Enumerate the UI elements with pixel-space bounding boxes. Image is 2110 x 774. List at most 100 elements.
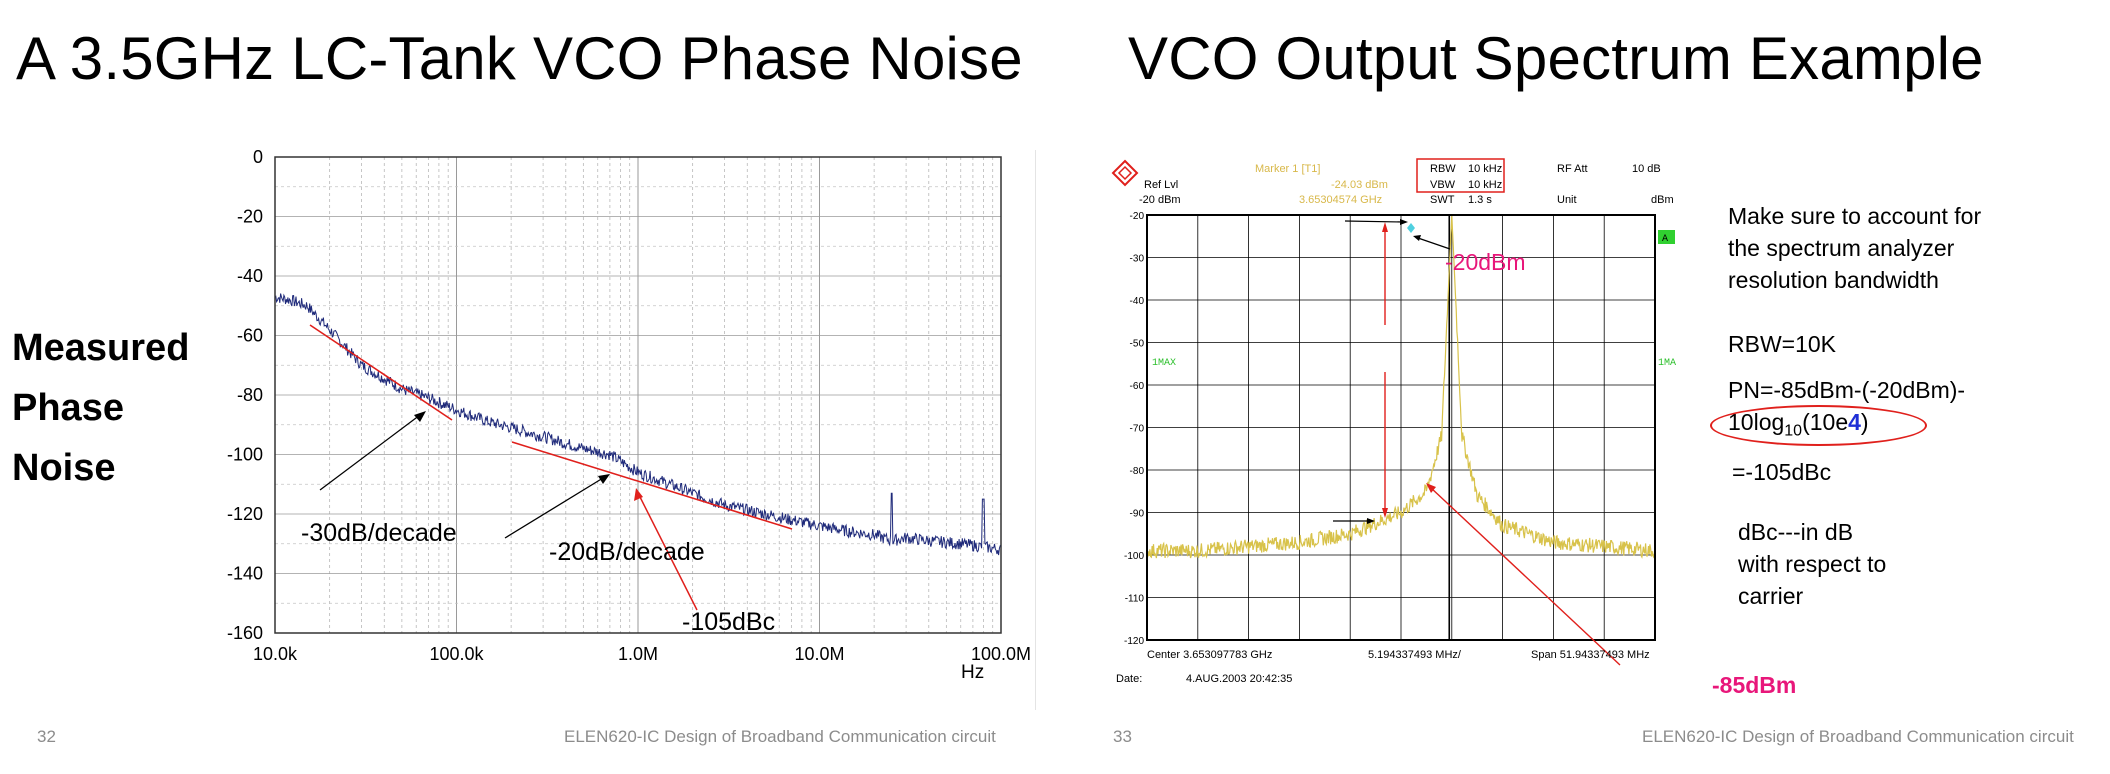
- x-tick-label: 100.0M: [971, 644, 1031, 664]
- spectrum-trace: [1146, 214, 1656, 559]
- left-slide-number: 32: [37, 727, 56, 746]
- annotation-105dbc: -105dBc: [682, 608, 775, 636]
- spectrum-plot-frame: [1146, 214, 1656, 641]
- dbc-line-1: dBc---in dB: [1738, 519, 1854, 545]
- y-tick-label: -20: [1130, 211, 1145, 222]
- y-tick-label: -40: [1130, 296, 1145, 307]
- side-label-line-3: Noise: [12, 447, 116, 489]
- x-axis-label: Hz: [961, 662, 984, 683]
- swt-label: SWT: [1430, 194, 1455, 206]
- slope-line-30db: [309, 324, 453, 421]
- trace-tag: A: [1662, 234, 1668, 245]
- rbw-label: RBW: [1430, 163, 1456, 175]
- y-tick-label: -160: [227, 623, 263, 643]
- y-tick-label: -120: [227, 504, 263, 524]
- phase-noise-trace: [274, 293, 1002, 556]
- x-tick-label: 1.0M: [618, 644, 658, 664]
- right-slide-title: VCO Output Spectrum Example: [1128, 25, 1984, 92]
- dbc-line-2: with respect to: [1738, 551, 1887, 577]
- y-tick-label: -40: [237, 266, 263, 286]
- sideband-annotation-arrow: [1429, 486, 1621, 666]
- phase-noise-plot-frame: [274, 156, 1002, 634]
- y-tick-label: -50: [1130, 339, 1145, 350]
- right-slide-number: 33: [1113, 727, 1132, 746]
- arrow-30db: [319, 414, 421, 491]
- left-slide-title: A 3.5GHz LC-Tank VCO Phase Noise: [16, 25, 1023, 92]
- pn-highlight-ellipse: [1710, 405, 1927, 446]
- note-line-2: the spectrum analyzer: [1728, 235, 1955, 261]
- note-result: =-105dBc: [1732, 459, 1832, 485]
- peak-level-arrow: [1344, 220, 1404, 223]
- vbw-value: 10 kHz: [1468, 179, 1502, 191]
- sideband-level-arrow-head: [1367, 518, 1375, 524]
- y-tick-label: -120: [1124, 636, 1144, 647]
- date-label: Date:: [1116, 673, 1142, 685]
- arrow-105dbc: [638, 494, 698, 611]
- side-label-line-1: Measured: [12, 327, 190, 369]
- rf-att-value: 10 dB: [1632, 163, 1661, 175]
- marker-frequency: 3.65304574 GHz: [1299, 194, 1382, 206]
- annotation-20db-decade: -20dB/decade: [549, 538, 705, 566]
- note-line-3: resolution bandwidth: [1728, 267, 1939, 293]
- right-slide-footer: ELEN620-IC Design of Broadband Communica…: [1642, 727, 2074, 746]
- annotation-peak-level: -20dBm: [1445, 249, 1526, 275]
- y-tick-label: -60: [1130, 381, 1145, 392]
- x-tick-label: 100.0k: [429, 644, 484, 664]
- level-difference-upper-head: [1382, 222, 1388, 232]
- annotation-sideband-level: -85dBm: [1712, 672, 1797, 698]
- spectrum-grid: [1147, 215, 1655, 640]
- arrow-105dbc-head: [634, 488, 643, 501]
- y-tick-label: -20: [237, 207, 263, 227]
- peak-annotation-arrow-head: [1413, 235, 1421, 241]
- ref-level-value: -20 dBm: [1139, 194, 1181, 206]
- spectrum-series-line: [1146, 214, 1656, 559]
- unit-value: dBm: [1651, 194, 1674, 206]
- phase-noise-chart: 0 -20 -40 -60 -80 -100 -120 -140 -160 10.0k 100.0…: [227, 147, 1031, 683]
- left-slide-footer: ELEN620-IC Design of Broadband Communica…: [564, 727, 996, 746]
- analyzer-logo-icon: [1111, 159, 1139, 187]
- x-tick-label: 10.0k: [253, 644, 298, 664]
- date-value: 4.AUG.2003 20:42:35: [1186, 673, 1292, 685]
- side-label-line-2: Phase: [12, 387, 124, 429]
- frequency-per-division: 5.194337493 MHz/: [1368, 649, 1462, 661]
- peak-annotation-arrow: [1417, 237, 1451, 250]
- phase-noise-series-line: [274, 293, 1002, 556]
- mode-left: 1MAX: [1152, 358, 1176, 369]
- marker-label: Marker 1 [T1]: [1255, 163, 1320, 175]
- y-tick-label: -70: [1130, 424, 1145, 435]
- dbc-line-3: carrier: [1738, 583, 1804, 609]
- rf-att-label: RF Att: [1557, 163, 1588, 175]
- y-tick-label: -110: [1125, 594, 1145, 605]
- y-tick-label: -30: [1130, 254, 1145, 265]
- peak-marker-icon: [1407, 223, 1415, 233]
- arrow-20db-head: [598, 474, 610, 484]
- ref-level-label: Ref Lvl: [1144, 179, 1178, 191]
- annotation-30db-decade: -30dB/decade: [301, 519, 457, 547]
- y-tick-label: -100: [227, 445, 263, 465]
- x-tick-label: 10.0M: [794, 644, 844, 664]
- peak-level-arrow-head: [1400, 219, 1408, 225]
- note-pn-line-1: PN=-85dBm-(-20dBm)-: [1728, 377, 1966, 403]
- note-block-dbc: dBc---in dB with respect to carrier: [1738, 516, 1886, 612]
- center-frequency: Center 3.653097783 GHz: [1147, 649, 1272, 661]
- arrow-20db: [504, 477, 604, 539]
- arrow-30db-head: [414, 411, 426, 422]
- slide-divider: [1035, 150, 1036, 710]
- y-tick-label: -90: [1130, 509, 1145, 520]
- swt-value: 1.3 s: [1468, 194, 1492, 206]
- rbw-highlight-box: [1416, 158, 1505, 193]
- y-tick-label: 0: [253, 147, 263, 167]
- unit-label: Unit: [1557, 194, 1577, 206]
- mode-right: 1MA: [1658, 358, 1676, 369]
- sideband-annotation-arrow-head: [1426, 483, 1436, 493]
- spectrum-analyzer-plot: Ref Lvl -20 dBm Marker 1 [T1] -24.03 dBm…: [1111, 158, 1676, 685]
- level-difference-lower-head: [1382, 508, 1388, 518]
- y-tick-label: -140: [227, 564, 263, 584]
- note-block-1: Make sure to account for the spectrum an…: [1728, 200, 1981, 296]
- span: Span 51.94337493 MHz: [1531, 649, 1650, 661]
- y-tick-label: -100: [1124, 551, 1144, 562]
- note-rbw: RBW=10K: [1728, 331, 1837, 357]
- side-label: Measured Phase Noise: [12, 318, 189, 498]
- note-line-1: Make sure to account for: [1728, 203, 1982, 229]
- marker-level: -24.03 dBm: [1331, 179, 1388, 191]
